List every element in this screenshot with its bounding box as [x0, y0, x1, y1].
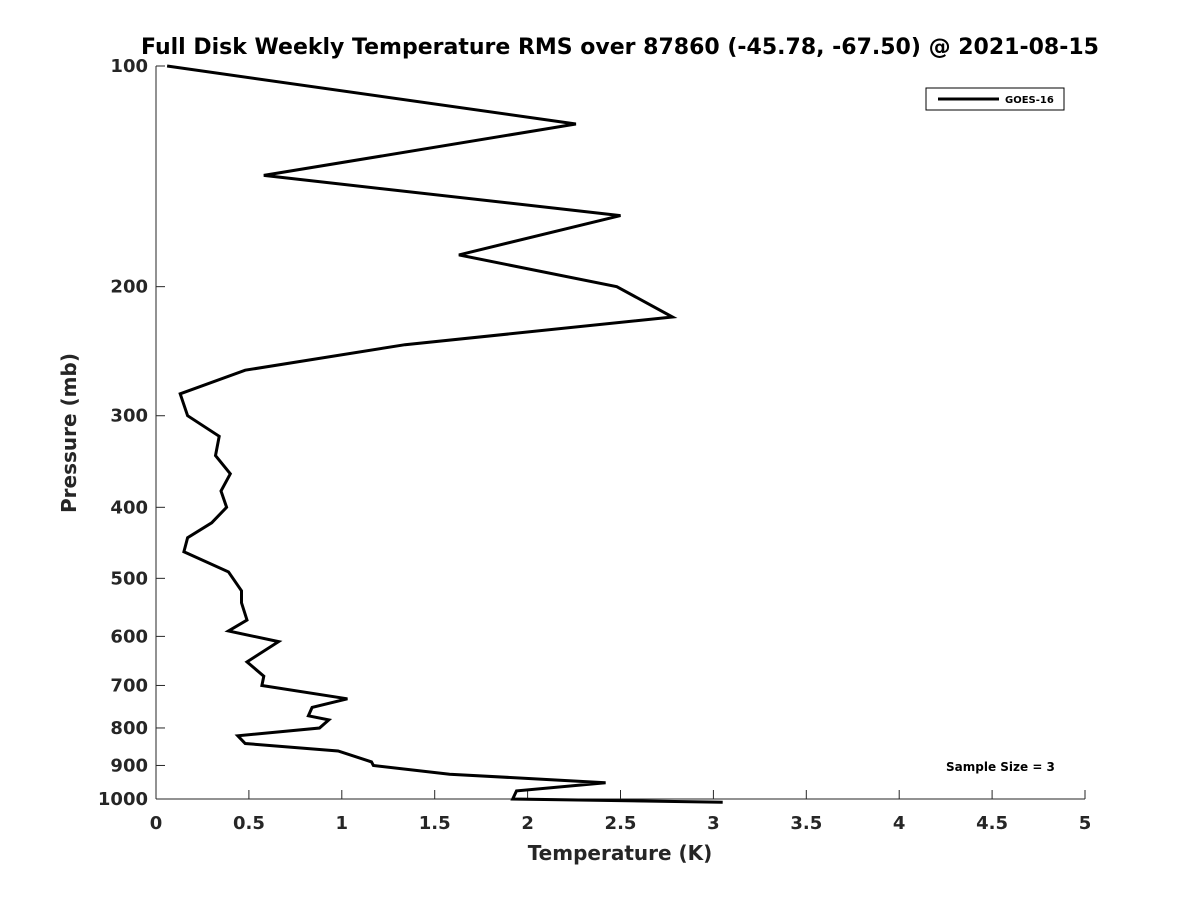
y-tick-label: 600	[110, 626, 148, 647]
y-tick-label: 300	[110, 406, 148, 427]
x-tick-label: 5	[1079, 813, 1092, 834]
x-tick-label: 2	[521, 813, 534, 834]
series-line-goes-16	[166, 64, 723, 804]
y-tick-label: 700	[110, 675, 148, 696]
y-tick-label: 900	[110, 755, 148, 776]
y-tick-label: 1000	[98, 789, 148, 810]
y-tick-label: 500	[110, 568, 148, 589]
x-tick-label: 1	[336, 813, 349, 834]
legend-label-goes-16: GOES-16	[1005, 95, 1054, 106]
x-tick-label: 3	[707, 813, 720, 834]
x-tick-label: 4	[893, 813, 906, 834]
y-tick-label: 400	[110, 497, 148, 518]
x-tick-label: 1.5	[419, 813, 451, 834]
x-tick-label: 3.5	[790, 813, 822, 834]
x-tick-label: 0	[150, 813, 163, 834]
plot-area: 0 0.5 1 1.5 2 2.5 3 3.5 4 4.5 5 100 200 300 400 500 600 7…	[98, 56, 1091, 834]
y-tick-label: 800	[110, 718, 148, 739]
y-tick-label: 100	[110, 56, 148, 77]
x-axis-label: Temperature (K)	[528, 841, 713, 865]
chart-title: Full Disk Weekly Temperature RMS over 87…	[141, 35, 1099, 60]
x-tick-label: 0.5	[233, 813, 265, 834]
sample-size-annotation: Sample Size = 3	[946, 760, 1055, 774]
x-tick-label: 2.5	[605, 813, 637, 834]
legend: GOES-16	[925, 87, 1065, 111]
x-tick-label: 4.5	[976, 813, 1008, 834]
y-axis-label: Pressure (mb)	[57, 353, 81, 513]
y-tick-label: 200	[110, 277, 148, 298]
